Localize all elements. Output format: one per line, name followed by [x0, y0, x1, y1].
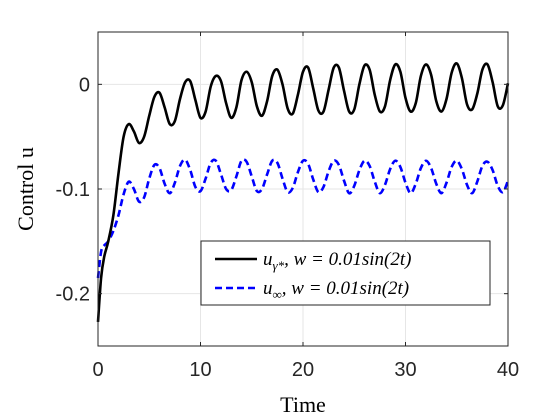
x-tick-label: 0 [92, 359, 103, 381]
axis-ticks: 0 10 20 30 40 -0.2 -0.1 0 [56, 32, 519, 381]
x-axis-label: Time [280, 392, 326, 417]
series-line-2 [96, 158, 510, 279]
y-tick-label: 0 [79, 74, 90, 96]
legend-label-2: u∞, w = 0.01sin(2t) [263, 278, 409, 302]
legend: uγ*, w = 0.01sin(2t) u∞, w = 0.01sin(2t) [200, 240, 491, 306]
series-line-1 [96, 62, 510, 323]
x-tick-label: 10 [189, 359, 211, 381]
y-axis-label: Control u [13, 147, 38, 231]
x-tick-label: 20 [292, 359, 314, 381]
y-tick-label: -0.1 [56, 179, 90, 201]
x-tick-label: 40 [497, 359, 519, 381]
x-tick-label: 30 [394, 359, 416, 381]
series-layer [96, 62, 510, 323]
legend-label-1: uγ*, w = 0.01sin(2t) [263, 249, 411, 273]
y-tick-label: -0.2 [56, 284, 90, 306]
legend-box [200, 240, 491, 306]
